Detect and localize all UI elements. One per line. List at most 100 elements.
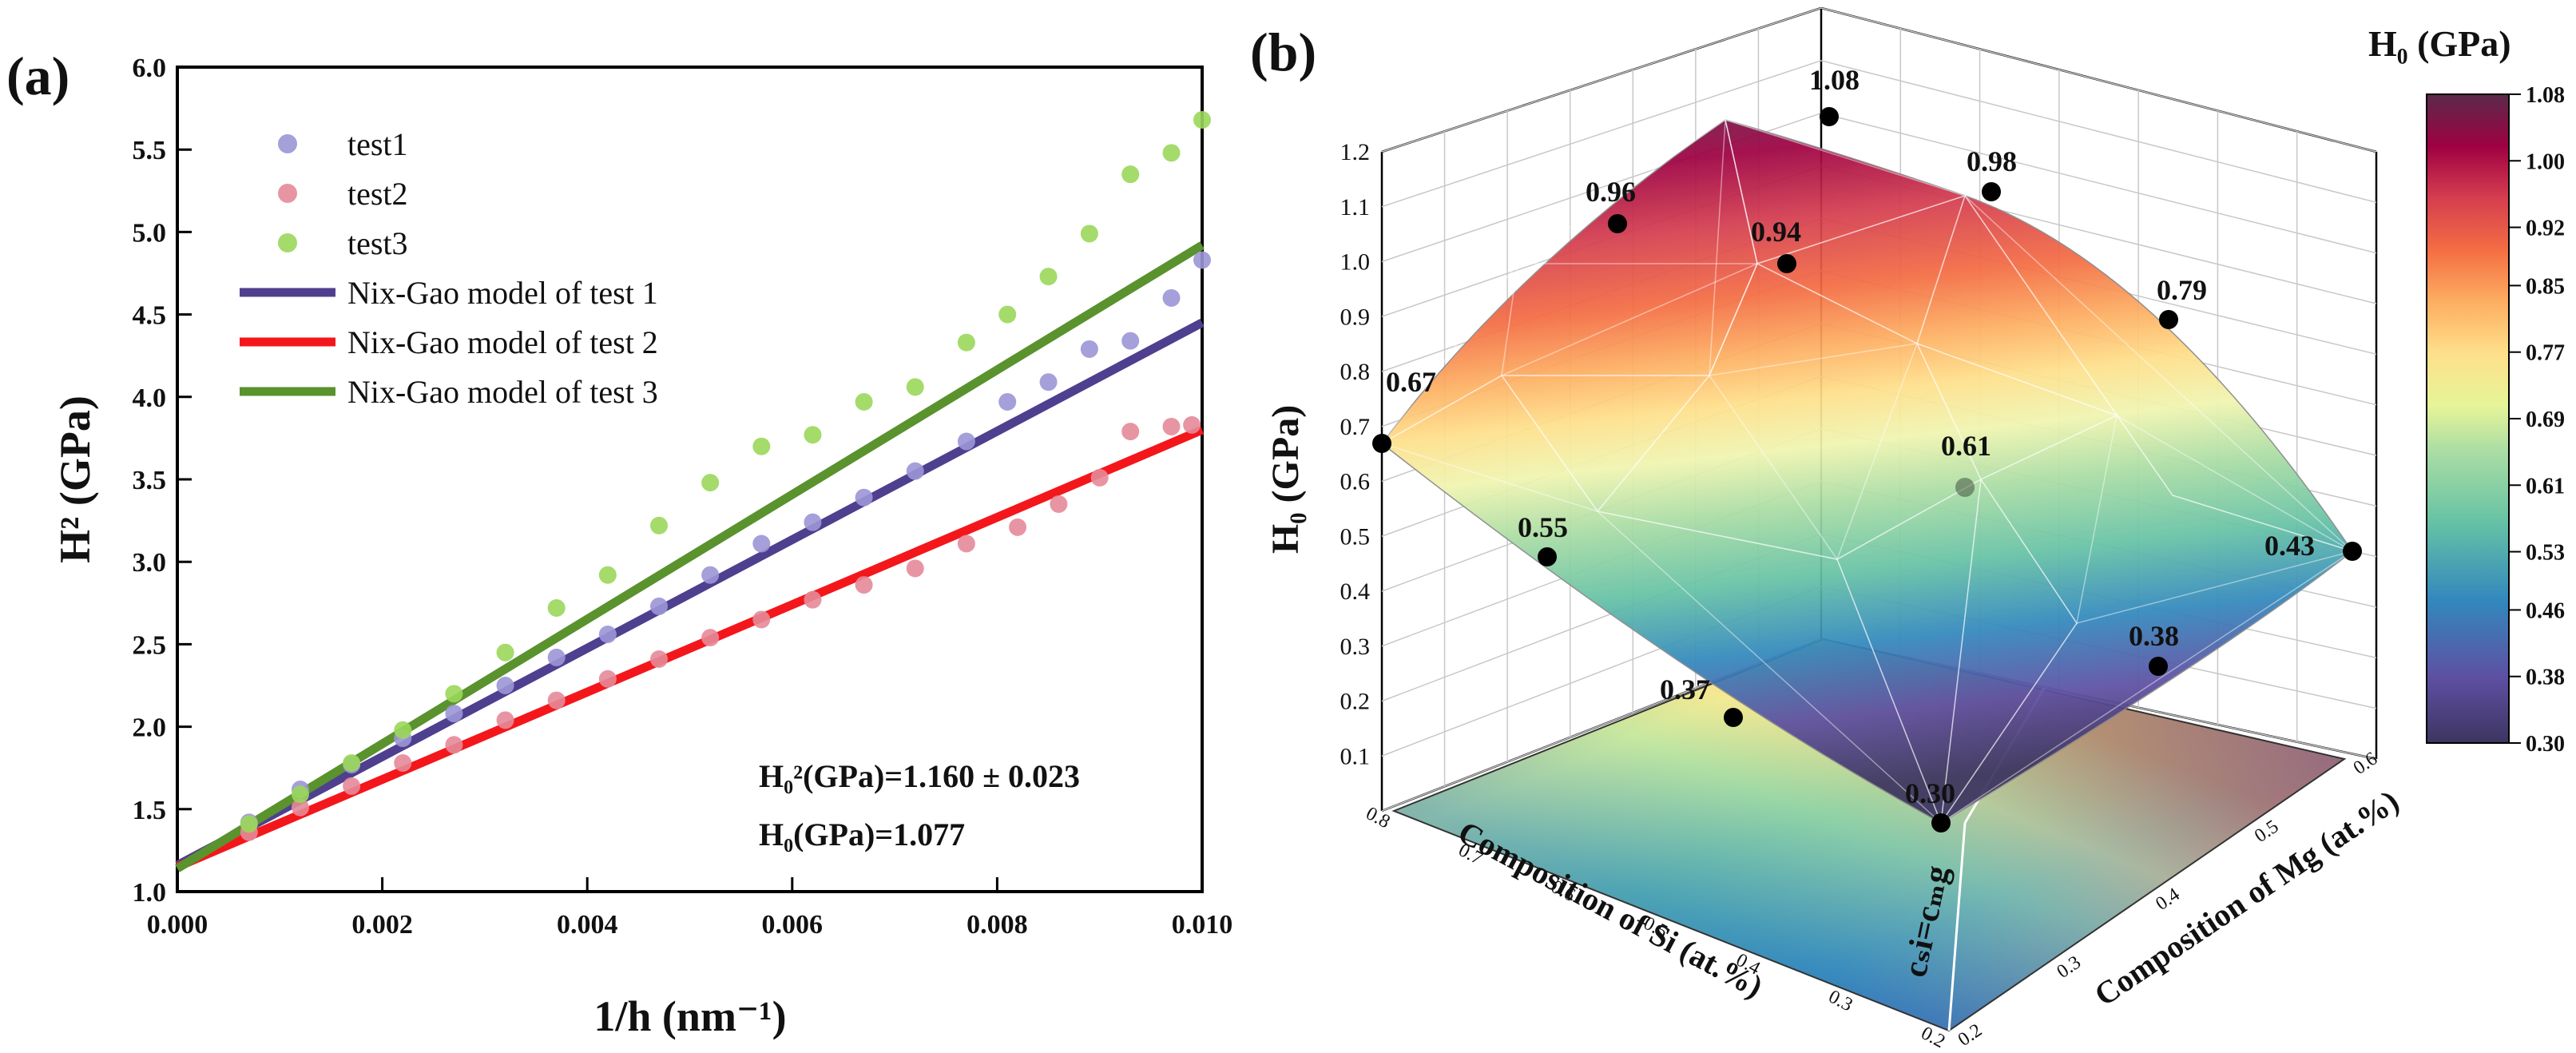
- test1-point: [650, 597, 669, 615]
- legend-marker: [278, 184, 297, 203]
- x-tick-label: 0.000: [147, 910, 208, 940]
- test1-point: [1162, 288, 1181, 307]
- h0-surface: [1380, 118, 2354, 824]
- point-value-label: 0.38: [2129, 620, 2179, 652]
- legend-label: test2: [347, 176, 408, 212]
- z-tick-label: 0.9: [1340, 304, 1371, 330]
- test3-point: [291, 785, 309, 804]
- colorbar-tick-label: 0.30: [2526, 732, 2565, 757]
- colorbar-tick-label: 1.00: [2526, 149, 2565, 174]
- z-tick-label: 0.6: [1340, 469, 1371, 495]
- test2-point: [1090, 468, 1109, 487]
- test2-point: [496, 711, 514, 729]
- z-tick-label: 0.8: [1340, 359, 1371, 385]
- colorbar-tick-label: 0.61: [2526, 474, 2565, 499]
- y-tick-label: 5.0: [133, 218, 167, 248]
- z-axis-ticks: 0.1 0.2 0.3 0.4 0.5 0.6 0.7 0.8 0.9 1.0 1.1 1.2: [1340, 139, 1371, 769]
- z-tick-label: 0.5: [1340, 523, 1371, 550]
- test2-point: [701, 629, 720, 647]
- legend-label: test3: [347, 225, 408, 261]
- legend-label: Nix-Gao model of test 3: [347, 374, 658, 410]
- colorbar-tick-label: 0.69: [2526, 407, 2565, 432]
- x-tick-label: 0.006: [762, 910, 824, 940]
- annotation-h0: H₀(GPa)=1.077: [759, 817, 965, 852]
- test3-point: [906, 378, 924, 396]
- test3-point: [496, 643, 514, 662]
- y-tick-label: 3.5: [133, 466, 167, 495]
- legend: test1 test2 test3 Nix-Gao model of test 1 Ni…: [240, 126, 658, 410]
- legend-marker: [278, 134, 297, 153]
- test3-point: [343, 754, 361, 773]
- test2-point: [1009, 518, 1027, 536]
- test3-point: [445, 685, 463, 703]
- test2-point: [343, 777, 361, 795]
- test2-point: [1121, 423, 1140, 441]
- test1-point: [496, 677, 514, 694]
- y-tick-label: 1.5: [133, 796, 167, 825]
- surface-point: [1724, 708, 1743, 727]
- z-axis-label: H₀ (GPa): [1264, 405, 1307, 554]
- point-value-label: 0.98: [1967, 145, 2017, 177]
- y-axis-label: H² (GPa): [51, 395, 99, 563]
- test1-point: [598, 626, 617, 644]
- surface-point: [1955, 478, 1975, 497]
- panel-a-label: (a): [6, 46, 69, 106]
- test1-point: [1080, 340, 1098, 358]
- y-tick-label: 4.0: [133, 383, 167, 413]
- colorbar-title: H₀ (GPa): [2368, 23, 2511, 64]
- surface-point: [1982, 182, 2001, 201]
- point-value-label: 0.55: [1518, 511, 1568, 543]
- colorbar-tick-label: 0.92: [2526, 217, 2565, 241]
- colorbar-tick-label: 0.46: [2526, 598, 2565, 623]
- annotation-h0-squared: H₀²(GPa)=1.160 ± 0.023: [759, 758, 1080, 794]
- test2-point: [957, 534, 975, 553]
- colorbar-tick-label: 0.85: [2526, 274, 2565, 299]
- panel-a: (a) 0.000 0.002 0.004 0.006 0.008 0.010 1.0 1.5…: [6, 46, 1232, 1040]
- x-axis-label: 1/h (nm⁻¹): [593, 992, 786, 1040]
- test3-point: [240, 815, 258, 833]
- floor-projection: cₛi=cₘg: [1391, 638, 2347, 1032]
- x-tick-label: 0.002: [351, 910, 413, 940]
- test2-point: [752, 610, 771, 629]
- test3-point: [394, 721, 412, 739]
- test2-point: [650, 650, 669, 668]
- test1-point: [547, 648, 566, 666]
- legend-label: test1: [347, 126, 408, 162]
- surface-point: [2149, 657, 2168, 676]
- y-tick-label: 5.5: [133, 136, 167, 165]
- colorbar-tick-label: 0.38: [2526, 666, 2565, 690]
- test2-point: [445, 736, 463, 754]
- model-line-1: [175, 319, 1205, 869]
- surface-point: [1608, 214, 1627, 233]
- surface-point: [2343, 542, 2362, 561]
- test3-point: [650, 516, 669, 534]
- y-tick-label: 2.0: [133, 713, 167, 743]
- z-tick-label: 0.4: [1340, 578, 1371, 605]
- y-tick-label: 6.0: [133, 54, 167, 83]
- panel-b: (b) cₛi=cₘg 1.080.960.980.940.790.670.: [1250, 6, 2565, 1052]
- colorbar-tick-label: 1.08: [2526, 83, 2565, 108]
- point-value-label: 0.67: [1386, 366, 1436, 398]
- point-value-label: 0.43: [2264, 530, 2315, 562]
- z-tick-label: 0.1: [1340, 743, 1371, 769]
- test3-point: [1039, 268, 1058, 286]
- surface-point: [1820, 107, 1839, 126]
- test2-point: [291, 798, 309, 817]
- test1-point: [804, 513, 822, 531]
- test2-point: [598, 670, 617, 688]
- test3-point: [1121, 165, 1140, 184]
- x-tick-label: 0.008: [966, 910, 1028, 940]
- test3-point: [547, 598, 566, 617]
- test1-point: [998, 392, 1017, 411]
- y-tick-label: 1.0: [133, 878, 167, 908]
- point-value-label: 0.94: [1751, 216, 1801, 248]
- test3-point: [804, 426, 822, 444]
- point-value-label: 0.96: [1586, 176, 1636, 208]
- test2-point: [1183, 415, 1201, 434]
- colorbar-tick-label: 0.77: [2526, 341, 2565, 366]
- test3-point: [598, 566, 617, 584]
- model-line-2: [175, 426, 1205, 872]
- z-tick-label: 0.7: [1340, 414, 1371, 440]
- test2-point: [855, 576, 873, 594]
